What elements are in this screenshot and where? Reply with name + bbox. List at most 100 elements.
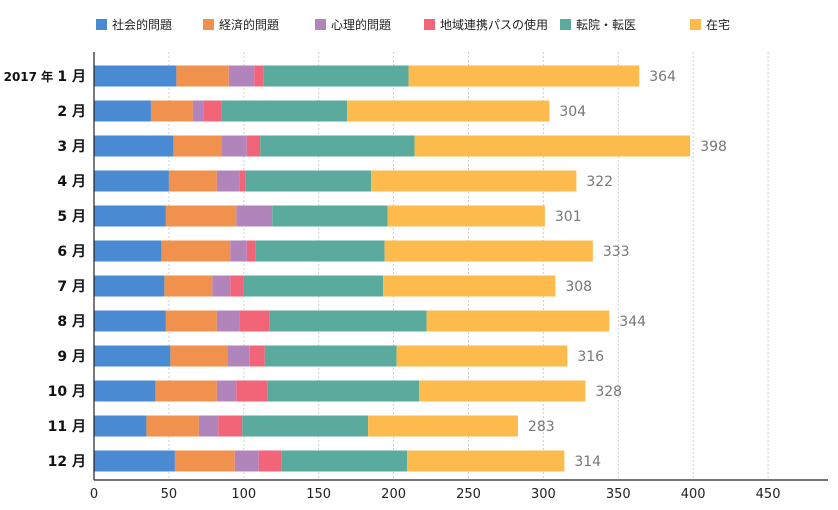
- category-label: 11 月: [48, 419, 86, 435]
- total-label: 308: [565, 279, 592, 295]
- category-label: 2 月: [57, 104, 86, 120]
- category-label: 4 月: [57, 174, 86, 190]
- bar-segment-2: [227, 345, 250, 367]
- bar-segment-3: [239, 310, 270, 332]
- bar-segment-4: [245, 170, 372, 192]
- x-tick-label: 0: [90, 487, 98, 502]
- bar-row-2: [94, 135, 691, 157]
- bar-row-10: [94, 415, 518, 437]
- bar-segment-1: [173, 135, 222, 157]
- bar-segment-1: [164, 275, 213, 297]
- bar-segment-0: [94, 135, 174, 157]
- gridlines: [168, 52, 769, 480]
- bar-segment-5: [347, 100, 550, 122]
- bar-segment-5: [383, 275, 556, 297]
- legend-swatch: [560, 19, 571, 30]
- legend-swatch: [315, 19, 326, 30]
- bar-segment-0: [94, 65, 177, 87]
- bar-segment-1: [155, 380, 217, 402]
- bar-segment-0: [94, 380, 156, 402]
- bar-segment-1: [174, 450, 235, 472]
- bar-segment-0: [94, 275, 165, 297]
- bar-segment-1: [165, 205, 237, 227]
- legend-swatch: [96, 19, 107, 30]
- bar-segment-1: [146, 415, 199, 437]
- bar-segment-2: [221, 135, 247, 157]
- legend-swatch: [690, 19, 701, 30]
- y-axis: 2017 年 1 月 2 月 3 月 4 月 5 月 6 月 7 月 8 月 9 月 10 月 11…: [4, 52, 95, 480]
- category-label: 9 月: [57, 349, 86, 365]
- category-label: 5 月: [57, 209, 86, 225]
- bar-segment-2: [216, 380, 237, 402]
- bar-segment-5: [408, 65, 640, 87]
- bar-row-6: [94, 275, 556, 297]
- bar-segment-0: [94, 100, 151, 122]
- legend: 社会的問題 経済的問題 心理的問題 地域連携パスの使用 転院・転医 在宅: [96, 17, 730, 32]
- legend-item-4: 転院・転医: [560, 18, 636, 32]
- legend-item-2: 心理的問題: [315, 17, 391, 32]
- bar-row-5: [94, 240, 593, 262]
- bar-segment-0: [94, 240, 162, 262]
- bar-segment-4: [272, 205, 388, 227]
- x-tick-label: 350: [606, 487, 631, 502]
- bar-segment-3: [249, 345, 265, 367]
- bar-segment-3: [246, 240, 256, 262]
- x-tick-label: 100: [231, 487, 256, 502]
- bar-segment-1: [161, 240, 231, 262]
- bar-segment-0: [94, 170, 169, 192]
- total-label: 316: [577, 349, 604, 365]
- bar-row-4: [94, 205, 545, 227]
- x-tick-label: 150: [306, 487, 331, 502]
- bar-segment-5: [371, 170, 577, 192]
- bar-segment-2: [198, 415, 219, 437]
- total-label: 344: [619, 314, 646, 330]
- bar-row-8: [94, 345, 568, 367]
- total-labels: 364 304 398 322 301 333 308 344 316 328 283 314: [528, 69, 727, 470]
- bar-segment-4: [264, 345, 397, 367]
- bar-segment-4: [281, 450, 408, 472]
- bar-segment-5: [387, 205, 545, 227]
- bar-segment-4: [260, 135, 415, 157]
- legend-swatch: [203, 19, 214, 30]
- bar-row-7: [94, 310, 610, 332]
- bar-segment-4: [263, 65, 409, 87]
- total-label: 328: [595, 384, 622, 400]
- x-tick-label: 50: [161, 487, 178, 502]
- bar-segment-0: [94, 345, 171, 367]
- category-label: 3 月: [57, 139, 86, 155]
- bar-segment-1: [176, 65, 229, 87]
- category-label: 10 月: [48, 384, 86, 400]
- bar-segment-3: [203, 100, 222, 122]
- total-label: 322: [586, 174, 613, 190]
- total-label: 364: [649, 69, 676, 85]
- bar-row-9: [94, 380, 586, 402]
- bar-segment-2: [216, 170, 240, 192]
- bar-segment-0: [94, 310, 166, 332]
- bar-segment-3: [218, 415, 243, 437]
- bar-segment-5: [414, 135, 691, 157]
- total-label: 398: [700, 139, 727, 155]
- legend-item-3: 地域連携パスの使用: [424, 17, 548, 32]
- legend-item-0: 社会的問題: [96, 17, 172, 32]
- bar-segment-3: [254, 65, 264, 87]
- bar-segment-3: [239, 170, 246, 192]
- bar-segment-3: [246, 135, 261, 157]
- total-label: 301: [555, 209, 582, 225]
- bar-segment-2: [236, 205, 273, 227]
- bar-segment-3: [230, 275, 244, 297]
- bar-segment-2: [192, 100, 204, 122]
- total-label: 333: [603, 244, 630, 260]
- legend-swatch: [424, 19, 435, 30]
- bar-segment-3: [236, 380, 268, 402]
- bar-segment-5: [368, 415, 518, 437]
- total-label: 283: [528, 419, 555, 435]
- bar-segment-0: [94, 415, 147, 437]
- category-label: 8 月: [57, 314, 86, 330]
- category-label: 6 月: [57, 244, 86, 260]
- bar-segment-5: [384, 240, 593, 262]
- bar-segment-4: [221, 100, 348, 122]
- bars: [94, 65, 691, 472]
- bar-segment-4: [267, 380, 420, 402]
- legend-label: 転院・転医: [576, 18, 636, 32]
- x-tick-label: 400: [681, 487, 706, 502]
